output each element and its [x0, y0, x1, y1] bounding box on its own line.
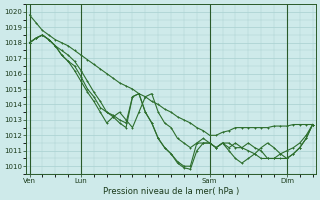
X-axis label: Pression niveau de la mer( hPa ): Pression niveau de la mer( hPa ) — [103, 187, 239, 196]
